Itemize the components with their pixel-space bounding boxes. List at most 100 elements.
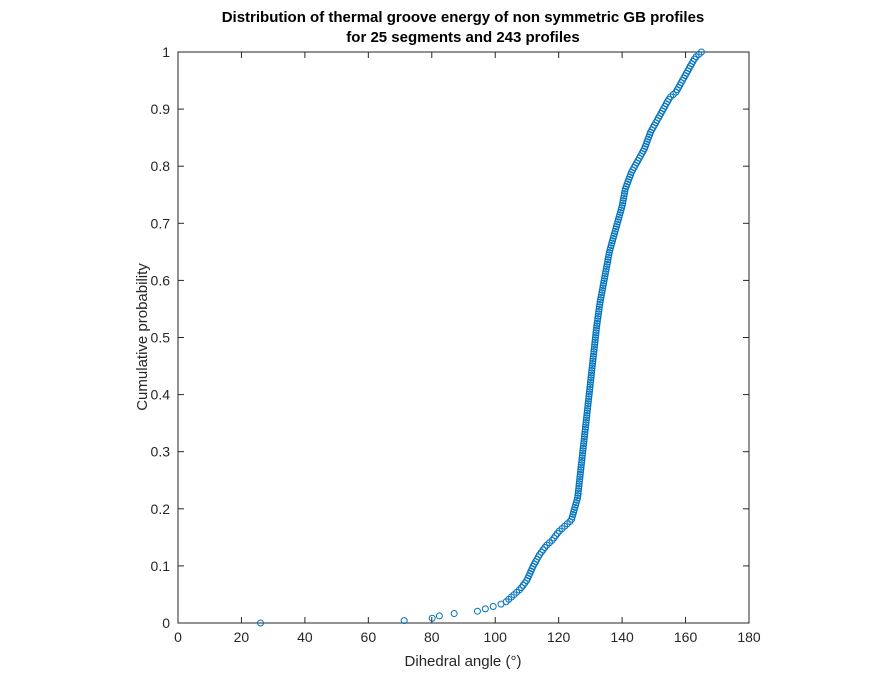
data-point (584, 402, 592, 410)
y-tick-label: 0.3 (151, 444, 171, 460)
y-tick-label: 0.4 (151, 387, 171, 403)
data-point (575, 485, 583, 493)
data-point (574, 489, 582, 497)
data-point (576, 473, 584, 481)
data-point (593, 322, 601, 330)
data-point (576, 470, 584, 478)
data-point (450, 610, 458, 618)
data-point (577, 466, 585, 474)
data-point (697, 48, 705, 56)
data-point (578, 456, 586, 464)
x-tick-label: 40 (297, 629, 313, 645)
data-point (584, 397, 592, 405)
x-tick-label: 180 (737, 629, 761, 645)
data-point (583, 414, 591, 422)
data-point (593, 319, 601, 327)
x-tick-label: 20 (234, 629, 250, 645)
data-point (589, 357, 597, 365)
ticks-layer: 0 20 40 60 80 100 120 140 160 180 0 0.1 0.2 0.3 0.4 0.5… (151, 44, 761, 645)
data-point (584, 404, 592, 412)
data-point (576, 475, 584, 483)
data-point (592, 331, 600, 339)
data-point (489, 602, 497, 610)
x-tick-label: 160 (674, 629, 698, 645)
y-tick-label: 0.5 (151, 330, 171, 346)
data-point (591, 336, 599, 344)
data-point (575, 482, 583, 490)
data-point (585, 390, 593, 398)
data-point (580, 433, 588, 441)
data-point (581, 426, 589, 434)
data-point (577, 468, 585, 476)
data-point (589, 352, 597, 360)
data-point (583, 409, 591, 417)
data-point (590, 345, 598, 353)
data-point (586, 378, 594, 386)
data-point (595, 308, 603, 316)
y-tick-label: 0 (162, 615, 170, 631)
y-tick-label: 0.7 (151, 215, 171, 231)
data-point (585, 392, 593, 400)
data-point (578, 459, 586, 467)
data-point (579, 449, 587, 457)
data-point (577, 461, 585, 469)
chart-title-line-1: Distribution of thermal groove energy of… (222, 9, 705, 26)
data-point (581, 430, 589, 438)
y-tick-label: 0.8 (151, 158, 171, 174)
y-tick-label: 0.9 (151, 101, 171, 117)
data-point (256, 619, 264, 627)
data-point (577, 463, 585, 471)
data-point (594, 310, 602, 318)
data-point (592, 329, 600, 337)
data-point (595, 303, 603, 311)
data-point (590, 350, 598, 358)
data-point (583, 407, 591, 415)
data-point (580, 435, 588, 443)
points-layer (256, 48, 705, 627)
x-tick-label: 140 (610, 629, 634, 645)
data-point (579, 444, 587, 452)
data-point (590, 343, 598, 351)
data-point (596, 300, 604, 308)
data-point (593, 317, 601, 325)
data-point (473, 607, 481, 615)
chart-title-line-2: for 25 segments and 243 profiles (346, 29, 579, 46)
data-point (591, 338, 599, 346)
data-point (582, 418, 590, 426)
x-tick-label: 120 (547, 629, 571, 645)
data-point (575, 480, 583, 488)
data-point (588, 369, 596, 377)
data-point (588, 367, 596, 375)
data-point (578, 454, 586, 462)
data-point (553, 529, 561, 537)
data-point (595, 305, 603, 313)
data-point (585, 395, 593, 403)
data-point (585, 388, 593, 396)
x-axis-label: Dihedral angle (°) (405, 653, 522, 670)
data-point (582, 416, 590, 424)
data-point (574, 487, 582, 495)
data-point (574, 494, 582, 502)
y-axis-label: Cumulative probability (134, 263, 151, 411)
data-point (588, 364, 596, 372)
data-point (515, 586, 523, 594)
data-point (574, 492, 582, 500)
data-point (582, 423, 589, 431)
data-point (586, 385, 594, 393)
data-point (589, 355, 597, 363)
data-point (584, 400, 592, 408)
data-point (579, 447, 587, 455)
x-tick-label: 0 (174, 629, 182, 645)
plot-area (177, 51, 750, 624)
data-point (590, 348, 598, 356)
data-point (592, 326, 600, 334)
y-tick-label: 1 (162, 44, 170, 60)
data-point (587, 374, 595, 382)
data-point (575, 477, 583, 485)
data-point (587, 371, 595, 379)
data-point (580, 437, 588, 445)
data-point (586, 381, 594, 389)
x-tick-label: 100 (484, 629, 508, 645)
